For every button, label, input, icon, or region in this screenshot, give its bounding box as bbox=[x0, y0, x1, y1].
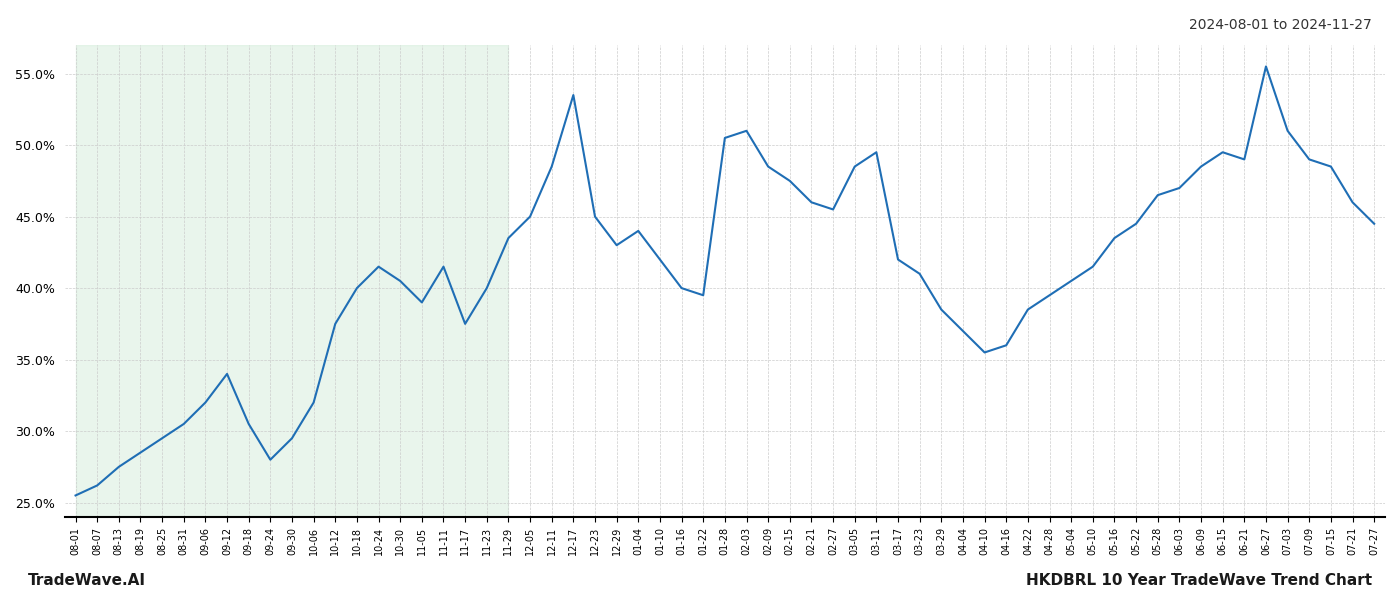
Text: TradeWave.AI: TradeWave.AI bbox=[28, 573, 146, 588]
Text: 2024-08-01 to 2024-11-27: 2024-08-01 to 2024-11-27 bbox=[1189, 18, 1372, 32]
Text: HKDBRL 10 Year TradeWave Trend Chart: HKDBRL 10 Year TradeWave Trend Chart bbox=[1026, 573, 1372, 588]
Bar bbox=[76, 45, 508, 517]
